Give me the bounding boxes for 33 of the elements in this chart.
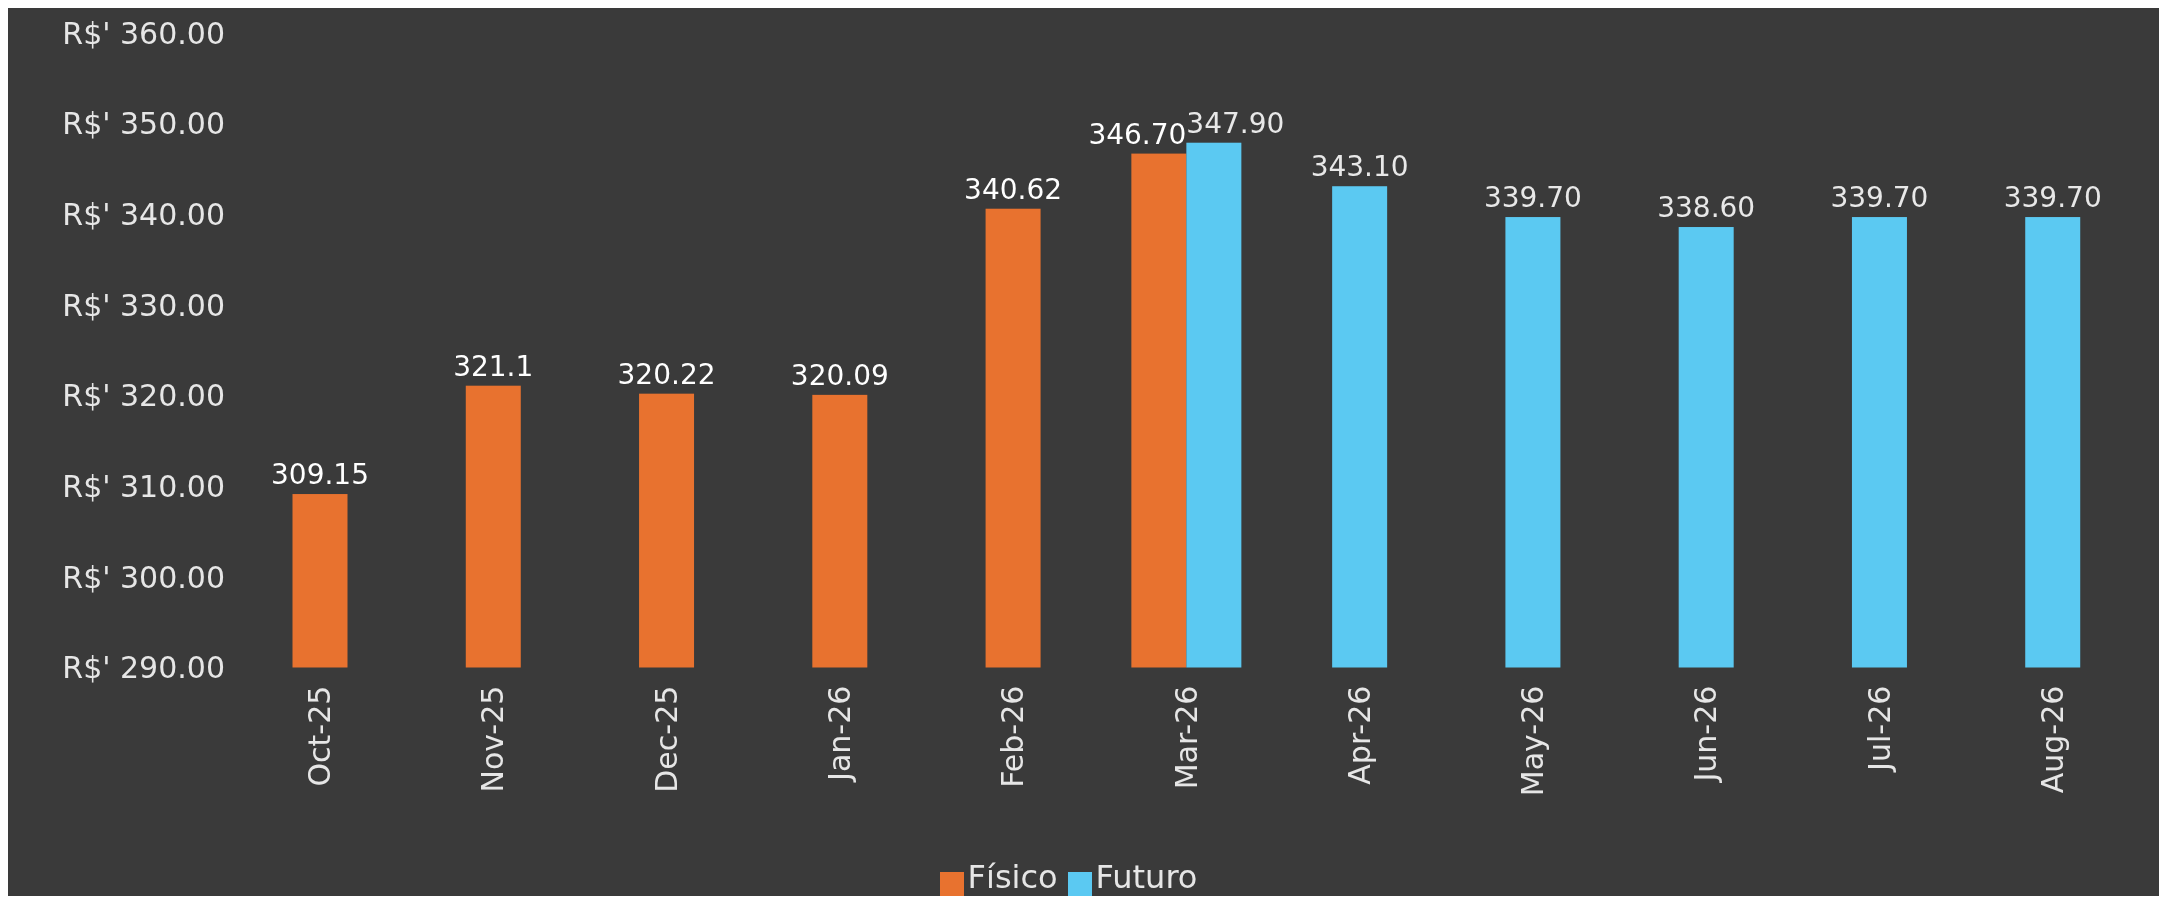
- data-label: 320.09: [790, 358, 889, 392]
- x-tick-label: Apr-26: [1341, 685, 1377, 785]
- x-tick-label: Mar-26: [1168, 685, 1204, 790]
- x-tick-label: Aug-26: [2034, 685, 2070, 794]
- data-label: 346.70: [1088, 117, 1187, 151]
- x-tick-label: Feb-26: [995, 685, 1031, 788]
- data-label: 339.70: [1830, 181, 1929, 215]
- y-tick-label: R$' 310.00: [62, 468, 225, 504]
- data-label: 339.70: [2003, 181, 2102, 215]
- x-tick-label: Jan-26: [821, 685, 857, 783]
- data-label: 339.70: [1483, 181, 1582, 215]
- y-tick-label: R$' 300.00: [62, 559, 225, 595]
- x-tick-label: Nov-25: [475, 685, 511, 793]
- legend-label: Futuro: [1095, 857, 1198, 896]
- y-tick-label: R$' 340.00: [62, 196, 225, 232]
- x-tick-label: Oct-25: [302, 685, 338, 787]
- data-label: 320.22: [617, 357, 716, 391]
- legend-label: Físico: [967, 857, 1058, 896]
- data-label: 343.10: [1310, 150, 1409, 184]
- x-tick-label: Jun-26: [1688, 685, 1724, 784]
- data-label: 338.60: [1657, 191, 1756, 225]
- x-tick-label: May-26: [1515, 685, 1551, 797]
- y-tick-label: R$' 360.00: [62, 15, 225, 51]
- y-tick-label: R$' 350.00: [62, 106, 225, 142]
- data-label: 340.62: [964, 172, 1063, 206]
- y-tick-label: R$' 320.00: [62, 378, 225, 414]
- data-label: 347.90: [1186, 106, 1285, 140]
- y-tick-label: R$' 330.00: [62, 287, 225, 323]
- y-tick-label: R$' 290.00: [62, 650, 225, 686]
- data-label: 309.15: [271, 458, 369, 492]
- x-tick-label: Dec-25: [648, 685, 684, 793]
- x-tick-label: Jul-26: [1861, 685, 1897, 773]
- data-label: 321.1: [453, 349, 534, 383]
